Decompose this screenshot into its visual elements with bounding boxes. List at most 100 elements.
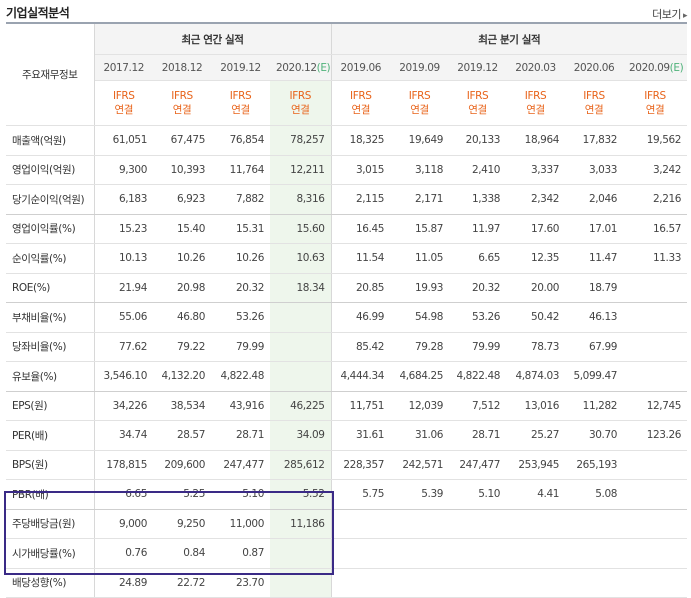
consolidated-label: 연결 (231, 104, 250, 116)
consolidated-label: 연결 (114, 104, 134, 116)
table-row: 영업이익(억원) 9,300 10,393 11,764 12,211 3,015 3,11… (6, 155, 688, 185)
table-row: ROE(%) 21.94 20.98 20.32 18.34 20.85 19.93 20.3… (6, 273, 688, 303)
row-label-header: 주요재무정보 (6, 23, 95, 126)
period-header: 2018.12 (153, 54, 211, 81)
table-cell: 4,874.03 (506, 361, 566, 392)
table-row: 매출액(억원) 61,051 67,475 76,854 78,257 18,325 19,… (6, 125, 688, 156)
table-cell: 3,033 (565, 155, 624, 185)
table-cell: 12,211 (270, 155, 332, 185)
table-cell: 43,916 (211, 391, 270, 421)
estimate-marker: (E) (316, 61, 331, 74)
ifrs-label: IFRS (466, 90, 489, 102)
table-cell: 6.65 (94, 479, 153, 510)
table-cell: 15.40 (153, 214, 211, 244)
table-cell: 77.62 (94, 332, 153, 362)
table-cell: 8,316 (270, 184, 332, 215)
table-cell (390, 538, 450, 569)
table-cell: 17,832 (565, 125, 624, 156)
table-cell: 46.99 (331, 302, 391, 333)
table-cell: 76,854 (211, 125, 270, 156)
table-row: 부채비율(%) 55.06 46.80 53.26 46.99 54.98 53.26 50.… (6, 302, 688, 333)
table-cell: 123.26 (623, 420, 688, 451)
ifrs-badge: IFRS 연결 (270, 80, 332, 126)
ifrs-badge: IFRS 연결 (565, 80, 624, 126)
period-header: 2020.12(E) (270, 54, 332, 81)
table-row: 시가배당률(%) 0.76 0.84 0.87 (6, 538, 688, 569)
table-cell: 28.71 (211, 420, 270, 451)
table-cell: 16.45 (331, 214, 391, 244)
period-label: 2019.06 (340, 61, 382, 74)
period-header: 2019.12 (211, 54, 270, 81)
ifrs-badge: IFRS 연결 (153, 80, 211, 126)
table-cell: 15.87 (390, 214, 450, 244)
table-cell: 18,325 (331, 125, 391, 156)
table-cell (270, 538, 332, 569)
ifrs-badge: IFRS 연결 (94, 80, 153, 126)
table-cell: 34.09 (270, 420, 332, 451)
table-cell: 54.98 (390, 302, 450, 333)
table-cell (331, 538, 391, 569)
table-cell: 228,357 (331, 450, 391, 480)
table-cell: 10.26 (211, 243, 270, 274)
more-link[interactable]: 더보기 ▸ (652, 6, 687, 22)
period-label: 2019.09 (399, 61, 440, 74)
table-cell: 11,751 (331, 391, 391, 421)
table-cell: 15.23 (94, 214, 153, 244)
row-label: 유보율(%) (6, 361, 95, 392)
table-cell: 4,444.34 (331, 361, 391, 392)
table-cell (506, 509, 566, 539)
table-cell: 12,039 (390, 391, 450, 421)
ifrs-header-row: IFRS 연결 IFRS 연결 IFRS 연결 IFRS 연결 IFRS 연결 IFRS 연결 IFRS… (6, 80, 688, 126)
period-label: 2019.12 (457, 61, 498, 74)
table-cell: 253,945 (506, 450, 566, 480)
table-cell: 3,546.10 (94, 361, 153, 392)
table-cell: 18.34 (270, 273, 332, 303)
table-cell: 79.28 (390, 332, 450, 362)
table-cell: 3,337 (506, 155, 566, 185)
table-cell: 1,338 (449, 184, 507, 215)
table-cell: 46.13 (565, 302, 624, 333)
row-label: 당좌비율(%) (6, 332, 95, 362)
table-cell: 247,477 (449, 450, 507, 480)
period-label: 2020.12 (276, 61, 317, 74)
table-cell: 53.26 (211, 302, 270, 333)
table-cell: 4,822.48 (449, 361, 507, 392)
table-row: 순이익률(%) 10.13 10.26 10.26 10.63 11.54 11.05 6.6… (6, 243, 688, 274)
row-label: 시가배당률(%) (6, 538, 95, 569)
table-cell: 5.10 (211, 479, 270, 510)
table-cell: 67,475 (153, 125, 211, 156)
table-cell: 78,257 (270, 125, 332, 156)
table-cell (623, 302, 688, 333)
table-cell: 10,393 (153, 155, 211, 185)
row-label: EPS(원) (6, 391, 95, 421)
table-cell: 16.57 (623, 214, 688, 244)
table-cell: 0.87 (211, 538, 270, 569)
row-label: 배당성향(%) (6, 568, 95, 598)
table-row: 주당배당금(원) 9,000 9,250 11,000 11,186 (6, 509, 688, 539)
consolidated-label: 연결 (290, 104, 310, 116)
table-cell: 22.72 (153, 568, 211, 598)
period-label: 2020.06 (573, 61, 615, 74)
table-cell: 242,571 (390, 450, 450, 480)
table-cell (270, 302, 332, 333)
table-cell: 18.79 (565, 273, 624, 303)
table-cell: 11,282 (565, 391, 624, 421)
table-cell: 2,216 (623, 184, 688, 215)
table-cell (449, 509, 507, 539)
table-cell: 46.80 (153, 302, 211, 333)
table-cell: 5.10 (449, 479, 507, 510)
estimate-marker: (E) (669, 61, 684, 74)
ifrs-badge: IFRS 연결 (623, 80, 688, 126)
annual-group-header: 최근 연간 실적 (94, 23, 332, 55)
table-cell: 11.33 (623, 243, 688, 274)
table-row: EPS(원) 34,226 38,534 43,916 46,225 11,751 12,0… (6, 391, 688, 421)
period-header: 2020.09(E) (623, 54, 688, 81)
table-cell: 6.65 (449, 243, 507, 274)
table-cell (270, 568, 332, 598)
row-label: PBR(배) (6, 479, 95, 510)
row-label: 부채비율(%) (6, 302, 95, 333)
table-cell (623, 450, 688, 480)
table-cell: 0.76 (94, 538, 153, 569)
table-row: 당기순이익(억원) 6,183 6,923 7,882 8,316 2,115 2,171 1… (6, 184, 688, 215)
ifrs-label: IFRS (289, 90, 312, 102)
